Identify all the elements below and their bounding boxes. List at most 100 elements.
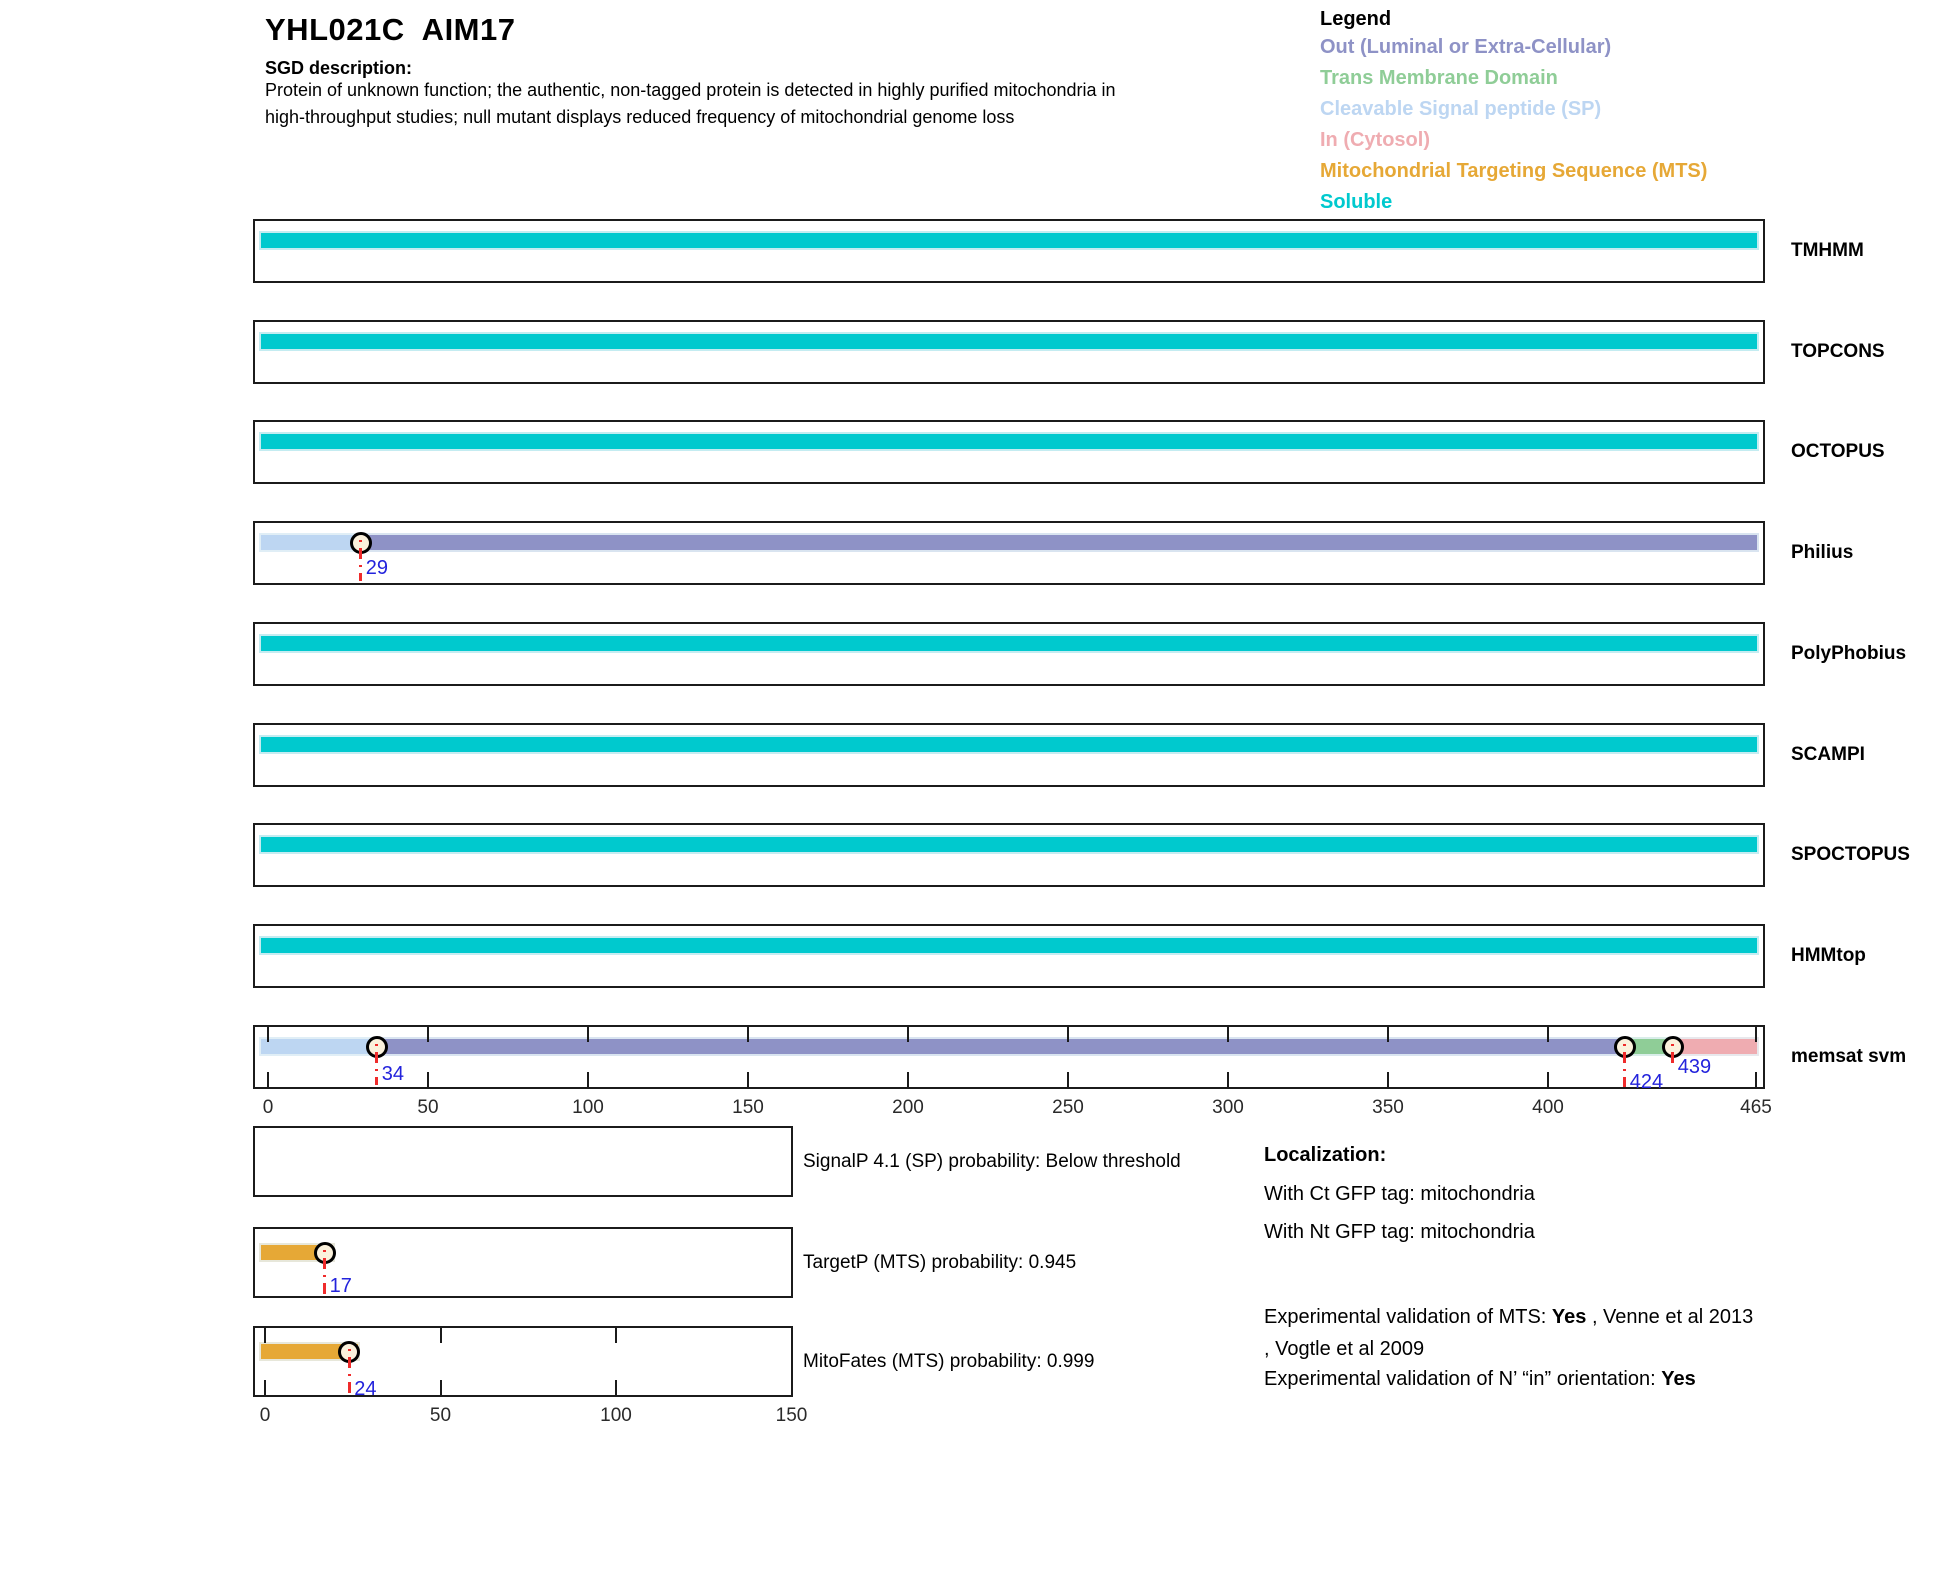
validation-bold-value: Yes [1661,1368,1696,1390]
track-row: TargetP (MTS) probability: 0.945 17 [0,1227,1950,1338]
axis-tick [1227,1027,1229,1042]
axis-tick-label: 0 [259,1405,271,1426]
localization-title: Localization: [1264,1144,1387,1166]
validation-line: , Vogtle et al 2009 [1264,1338,1424,1361]
axis-tick [427,1027,429,1042]
localization-ct-line: With Ct GFP tag: mitochondria [1264,1183,1535,1205]
sgd-description-line1: Protein of unknown function; the authent… [265,80,1116,100]
sgd-description-label: SGD description: [265,58,413,78]
track-segment-soluble [259,432,1759,451]
axis-tick [587,1072,589,1087]
track-label: TOPCONS [1791,341,1885,362]
axis-tick [427,1072,429,1087]
track-row: MitoFates (MTS) probability: 0.999 0 50 10… [0,1326,1950,1437]
track-label: SignalP 4.1 (SP) probability: Below thre… [803,1151,1181,1172]
validation-bold-value: Yes [1551,1306,1587,1328]
axis-tick [790,1328,793,1343]
track-label: HMMtop [1791,945,1866,966]
track-segment-soluble [259,231,1759,250]
marker-line [1623,1043,1627,1087]
track-box [253,521,1765,585]
axis-tick [1227,1072,1229,1087]
track-label: memsat svm [1791,1046,1907,1067]
marker-value: 29 [365,556,389,579]
page-title: YHL021C AIM17 [265,12,516,47]
track-segment-soluble [259,634,1759,653]
marker-line [359,539,363,581]
axis-tick [439,1380,442,1395]
legend-title: Legend [1320,8,1392,30]
track-segment-soluble [259,332,1759,351]
track-row: OCTOPUS [0,420,1950,524]
track-segment-sp [259,1037,377,1056]
axis-tick [1067,1072,1069,1087]
axis-tick [790,1380,793,1395]
axis-tick [1755,1072,1757,1087]
track-segment-in [1672,1037,1759,1056]
validation-suffix: , Venne et al 2013 [1586,1306,1754,1328]
axis-tick-label: 300 [1212,1097,1244,1118]
track-label: TargetP (MTS) probability: 0.945 [803,1252,1077,1273]
track-row: TOPCONS [0,320,1950,424]
axis-tick [587,1027,589,1042]
axis-tick [267,1027,269,1042]
track-box [253,320,1765,384]
track-box [253,622,1765,686]
track-segment-soluble [259,936,1759,955]
legend-item: Mitochondrial Targeting Sequence (MTS) [1320,160,1708,182]
axis-tick [907,1072,909,1087]
axis-tick-label: 50 [417,1097,439,1118]
axis-tick [267,1072,269,1087]
legend: Legend Out (Luminal or Extra-Cellular) Tr… [1320,6,1707,218]
track-segment-soluble [259,835,1759,854]
legend-item: Trans Membrane Domain [1320,67,1558,89]
track-label: SPOCTOPUS [1791,844,1910,865]
track-label: SCAMPI [1791,744,1865,765]
localization-nt-line: With Nt GFP tag: mitochondria [1264,1221,1535,1243]
track-row: TMHMM [0,219,1950,323]
track-box [253,219,1765,283]
axis-tick-label: 465 [1740,1097,1772,1118]
axis-tick-label: 250 [1052,1097,1084,1118]
axis-tick-label: 100 [600,1405,632,1426]
track-row: Philius 29 [0,521,1950,625]
legend-item: Soluble [1320,191,1393,213]
marker-value: 34 [381,1062,405,1085]
track-box [253,420,1765,484]
track-label: MitoFates (MTS) probability: 0.999 [803,1351,1095,1372]
axis-tick [1387,1027,1389,1042]
axis-tick [264,1380,266,1395]
track-box [253,823,1765,887]
axis-tick [1755,1027,1757,1042]
marker-value: 439 [1677,1055,1712,1078]
validation-line: Experimental validation of N’ “in” orien… [1264,1368,1696,1391]
marker-value: 17 [329,1274,352,1297]
track-row: SignalP 4.1 (SP) probability: Below thre… [0,1126,1950,1237]
axis-tick-label: 350 [1372,1097,1404,1118]
axis-tick [1067,1027,1069,1042]
axis-tick-label: 100 [572,1097,604,1118]
track-box [253,723,1765,787]
marker-line [347,1348,351,1398]
track-box [253,1025,1765,1089]
axis-tick-label: 0 [262,1097,274,1118]
sgd-description-line2: high-throughput studies; null mutant dis… [265,107,1015,127]
track-row: HMMtop [0,924,1950,1028]
track-row: memsat svm 0 50 100 150 200 250 300 350 400 465 34… [0,1025,1950,1129]
axis-tick-label: 150 [775,1405,808,1426]
marker-value: 24 [354,1377,377,1400]
validation-text: Experimental validation of N’ “in” orien… [1264,1368,1662,1390]
marker-line [1671,1043,1675,1069]
track-row: PolyPhobius [0,622,1950,726]
legend-items: Out (Luminal or Extra-Cellular) Trans Mem… [1320,32,1707,218]
marker-line [375,1043,379,1085]
marker-value: 424 [1629,1070,1664,1093]
legend-item: Out (Luminal or Extra-Cellular) [1320,36,1612,58]
axis-tick [747,1027,749,1042]
axis-tick-label: 150 [732,1097,764,1118]
axis-tick [1387,1072,1389,1087]
track-segment-soluble [259,735,1759,754]
track-segment-sp [259,533,361,552]
track-row: SPOCTOPUS [0,823,1950,927]
